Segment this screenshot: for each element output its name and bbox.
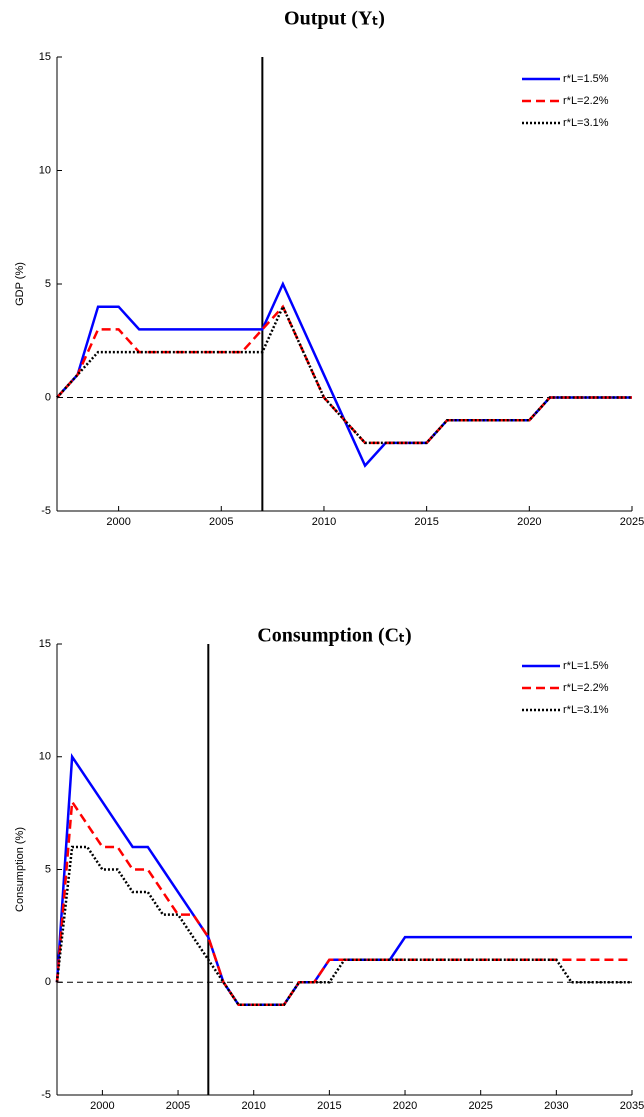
x-tick-label: 2005 — [166, 1100, 190, 1112]
chart-title: Consumption (Cₜ) — [257, 625, 411, 647]
x-tick-label: 2000 — [106, 516, 130, 528]
series-line — [56, 303, 632, 445]
x-tick-label: 2025 — [468, 1100, 492, 1112]
y-tick-label: 5 — [45, 863, 51, 875]
legend-label: r*L=3.1% — [563, 117, 609, 129]
x-tick-label: 2030 — [544, 1100, 568, 1112]
series-line — [55, 798, 632, 1007]
y-tick-label: 10 — [39, 751, 51, 763]
y-axis-label: Consumption (%) — [14, 827, 26, 912]
chart-title: Output (Yₜ) — [284, 8, 385, 30]
y-tick-label: 10 — [39, 164, 51, 176]
series-line — [55, 753, 632, 1007]
y-tick-label: 5 — [45, 278, 51, 290]
y-axis-label: GDP (%) — [14, 262, 26, 306]
y-tick-label: -5 — [41, 505, 51, 517]
x-tick-label: 2010 — [312, 516, 336, 528]
x-tick-label: 2010 — [241, 1100, 265, 1112]
legend-label: r*L=3.1% — [563, 704, 609, 716]
x-tick-label: 2000 — [90, 1100, 114, 1112]
series-line — [56, 280, 632, 468]
y-tick-label: 0 — [45, 976, 51, 988]
x-tick-label: 2025 — [620, 516, 644, 528]
x-tick-label: 2005 — [209, 516, 233, 528]
y-tick-label: 0 — [45, 391, 51, 403]
series-line — [55, 845, 632, 1007]
x-tick-label: 2035 — [620, 1100, 644, 1112]
x-tick-label: 2020 — [517, 516, 541, 528]
legend-label: r*L=1.5% — [563, 73, 609, 85]
y-tick-label: -5 — [41, 1089, 51, 1101]
y-tick-label: 15 — [39, 638, 51, 650]
legend-label: r*L=2.2% — [563, 95, 609, 107]
y-tick-label: 15 — [39, 51, 51, 63]
x-tick-label: 2015 — [414, 516, 438, 528]
legend-label: r*L=2.2% — [563, 682, 609, 694]
legend-label: r*L=1.5% — [563, 660, 609, 672]
x-tick-label: 2015 — [317, 1100, 341, 1112]
x-tick-label: 2020 — [393, 1100, 417, 1112]
